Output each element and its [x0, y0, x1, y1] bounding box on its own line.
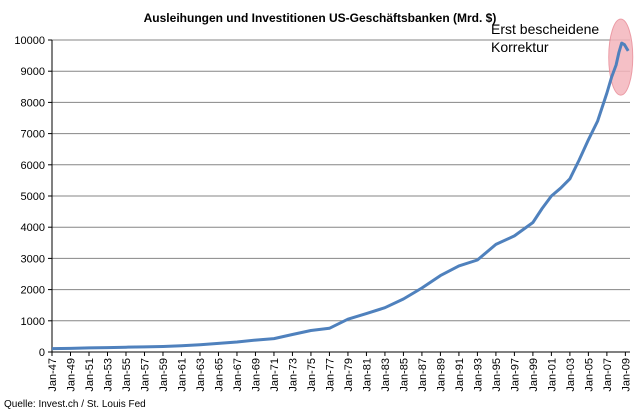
annotation-line-1: Erst bescheidene: [491, 21, 599, 37]
y-tick-label: 0: [39, 347, 45, 359]
y-tick-label: 6000: [21, 160, 45, 172]
x-tick-label: Jan-93: [472, 358, 484, 392]
x-tick-label: Jan-07: [602, 358, 614, 392]
correction-highlight: [608, 18, 634, 96]
y-tick-label: 7000: [21, 129, 45, 141]
x-tick-label: Jan-97: [509, 358, 521, 392]
y-tick-label: 10000: [14, 35, 45, 47]
source-note: Quelle: Invest.ch / St. Louis Fed: [4, 399, 146, 410]
y-tick-label: 5000: [21, 191, 45, 203]
x-tick-label: Jan-65: [213, 358, 225, 392]
x-tick-label: Jan-67: [232, 358, 244, 392]
x-tick-label: Jan-69: [250, 358, 262, 392]
x-tick-label: Jan-95: [491, 358, 503, 392]
y-tick-label: 9000: [21, 66, 45, 78]
y-tick-label: 1000: [21, 316, 45, 328]
x-tick-label: Jan-87: [417, 358, 429, 392]
gridlines: [52, 39, 630, 353]
x-tick-label: Jan-61: [176, 358, 188, 392]
x-tick-label: Jan-91: [454, 358, 466, 392]
x-tick-label: Jan-71: [269, 358, 281, 392]
x-tick-label: Jan-79: [343, 358, 355, 392]
y-tick-label: 4000: [21, 222, 45, 234]
x-tick-label: Jan-09: [620, 358, 632, 392]
x-tick-label: Jan-05: [583, 358, 595, 392]
x-tick-label: Jan-47: [47, 358, 59, 392]
x-tick-label: Jan-49: [65, 358, 77, 392]
x-tick-label: Jan-81: [361, 358, 373, 392]
x-tick-label: Jan-77: [324, 358, 336, 392]
y-tick-label: 8000: [21, 97, 45, 109]
x-tick-label: Jan-63: [195, 358, 207, 392]
x-tick-label: Jan-73: [287, 358, 299, 392]
x-tick-label: Jan-53: [102, 358, 114, 392]
x-tick-label: Jan-51: [84, 358, 96, 392]
annotation-line-2: Korrektur: [491, 39, 549, 55]
x-tick-label: Jan-01: [546, 358, 558, 392]
x-tick-label: Jan-83: [380, 358, 392, 392]
x-tick-label: Jan-99: [528, 358, 540, 392]
series-line: [51, 41, 630, 351]
x-tick-label: Jan-57: [139, 358, 151, 392]
chart-title: Ausleihungen und Investitionen US-Geschä…: [144, 11, 497, 25]
y-tick-label: 3000: [21, 253, 45, 265]
x-tick-label: Jan-55: [121, 358, 133, 392]
x-tick-label: Jan-85: [398, 358, 410, 392]
x-tick-label: Jan-89: [435, 358, 447, 392]
y-axis: 0 1000 2000 3000 4000 5000 6000 7000 8000 9000 100…: [14, 35, 53, 359]
x-axis: Jan-47 Jan-49 Jan-51 Jan-53 Jan-55 Jan-57 Jan-…: [47, 351, 632, 392]
x-tick-label: Jan-59: [158, 358, 170, 392]
x-tick-label: Jan-03: [565, 358, 577, 392]
x-tick-label: Jan-75: [306, 358, 318, 392]
y-tick-label: 2000: [21, 285, 45, 297]
